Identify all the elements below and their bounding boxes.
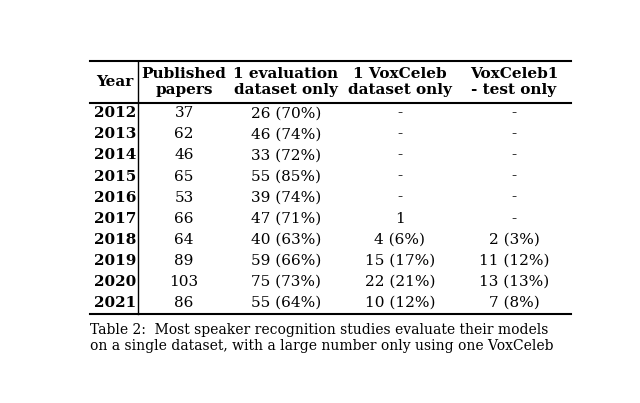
Text: -: - (397, 148, 403, 162)
Text: 40 (63%): 40 (63%) (251, 233, 321, 247)
Text: -: - (511, 191, 516, 205)
Text: 2017: 2017 (93, 212, 136, 226)
Text: 13 (13%): 13 (13%) (479, 275, 549, 289)
Text: 89: 89 (175, 254, 194, 268)
Text: 2013: 2013 (93, 127, 136, 141)
Text: 2015: 2015 (93, 170, 136, 183)
Text: 39 (74%): 39 (74%) (251, 191, 321, 205)
Text: -: - (397, 170, 403, 183)
Text: 2021: 2021 (93, 296, 136, 310)
Text: Year: Year (96, 75, 133, 89)
Text: -: - (397, 127, 403, 141)
Text: 65: 65 (175, 170, 194, 183)
Text: 64: 64 (175, 233, 194, 247)
Text: 66: 66 (175, 212, 194, 226)
Text: 37: 37 (175, 106, 194, 120)
Text: 26 (70%): 26 (70%) (251, 106, 321, 120)
Text: 1 evaluation
dataset only: 1 evaluation dataset only (233, 66, 339, 97)
Text: 2018: 2018 (93, 233, 136, 247)
Text: 10 (12%): 10 (12%) (365, 296, 435, 310)
Text: Table 2:  Most speaker recognition studies evaluate their models
on a single dat: Table 2: Most speaker recognition studie… (90, 323, 554, 353)
Text: 11 (12%): 11 (12%) (479, 254, 549, 268)
Text: 1: 1 (395, 212, 404, 226)
Text: 2014: 2014 (93, 148, 136, 162)
Text: -: - (511, 170, 516, 183)
Text: 2019: 2019 (93, 254, 136, 268)
Text: Published
papers: Published papers (141, 66, 227, 97)
Text: 33 (72%): 33 (72%) (251, 148, 321, 162)
Text: -: - (511, 148, 516, 162)
Text: 62: 62 (175, 127, 194, 141)
Text: 2 (3%): 2 (3%) (488, 233, 540, 247)
Text: 46 (74%): 46 (74%) (251, 127, 321, 141)
Text: -: - (511, 127, 516, 141)
Text: 46: 46 (175, 148, 194, 162)
Text: VoxCeleb1
- test only: VoxCeleb1 - test only (470, 66, 558, 97)
Text: 53: 53 (175, 191, 194, 205)
Text: -: - (511, 212, 516, 226)
Text: 15 (17%): 15 (17%) (365, 254, 435, 268)
Text: 2016: 2016 (93, 191, 136, 205)
Text: 75 (73%): 75 (73%) (251, 275, 321, 289)
Text: 7 (8%): 7 (8%) (488, 296, 540, 310)
Text: 55 (85%): 55 (85%) (251, 170, 321, 183)
Text: -: - (397, 191, 403, 205)
Text: 1 VoxCeleb
dataset only: 1 VoxCeleb dataset only (348, 66, 452, 97)
Text: 22 (21%): 22 (21%) (365, 275, 435, 289)
Text: 4 (6%): 4 (6%) (374, 233, 426, 247)
Text: -: - (397, 106, 403, 120)
Text: 86: 86 (175, 296, 194, 310)
Text: 2012: 2012 (93, 106, 136, 120)
Text: 55 (64%): 55 (64%) (251, 296, 321, 310)
Text: 59 (66%): 59 (66%) (251, 254, 321, 268)
Text: 2020: 2020 (93, 275, 136, 289)
Text: 103: 103 (170, 275, 199, 289)
Text: 47 (71%): 47 (71%) (251, 212, 321, 226)
Text: -: - (511, 106, 516, 120)
